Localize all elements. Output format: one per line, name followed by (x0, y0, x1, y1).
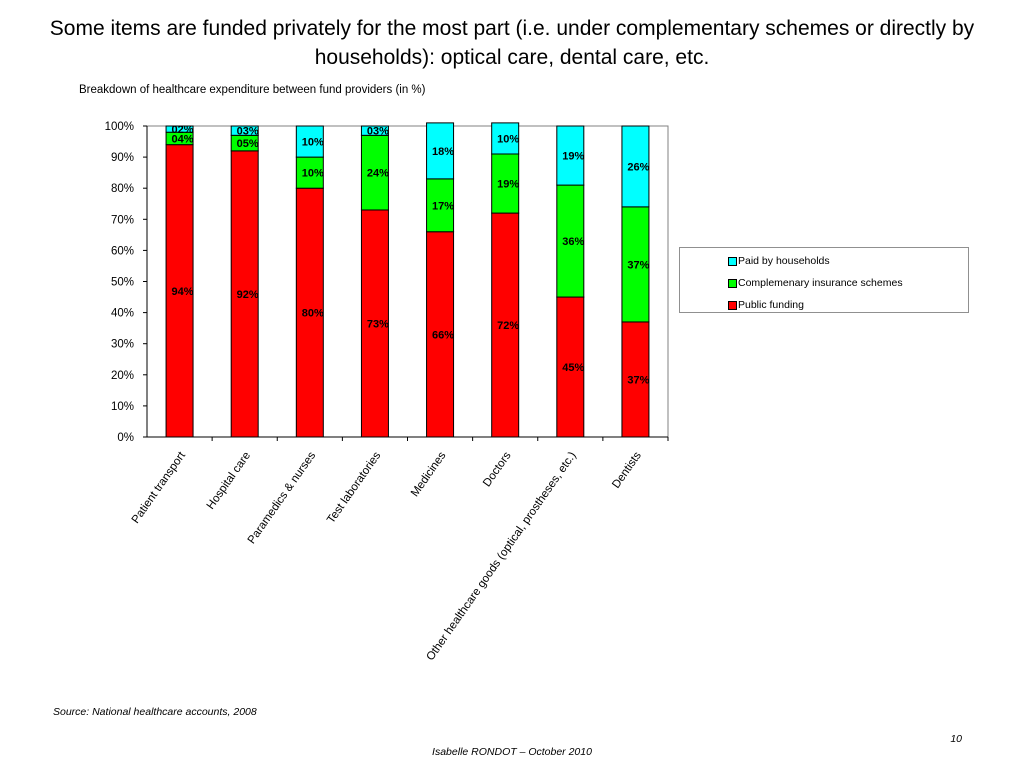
x-category-label: Patient transport (130, 449, 189, 526)
data-label: 24% (367, 168, 389, 180)
data-label: 03% (237, 126, 259, 138)
y-tick-label: 20% (111, 370, 134, 382)
chart-legend: Paid by households Complemenary insurance… (679, 247, 969, 313)
data-label: 73% (367, 318, 389, 330)
page-number: 10 (950, 733, 962, 745)
data-label: 19% (497, 179, 519, 191)
footer-author: Isabelle RONDOT – October 2010 (432, 746, 592, 758)
data-label: 17% (432, 200, 454, 212)
bar-segment (556, 296, 585, 438)
plot-area (146, 125, 669, 438)
data-label: 10% (302, 168, 324, 180)
x-category-label: Paramedics & nurses (246, 450, 319, 547)
y-tick-label: 70% (111, 214, 134, 226)
data-label: 03% (367, 126, 389, 138)
bar-segment (230, 125, 259, 136)
x-category-label: Medicines (409, 450, 449, 499)
bar-segment (491, 122, 520, 155)
data-label: 92% (237, 289, 259, 301)
y-tick-label: 100% (105, 121, 134, 133)
y-tick-label: 0% (117, 432, 134, 444)
data-label: 37% (627, 374, 649, 386)
bar-segment (491, 212, 520, 438)
bar-segment (360, 134, 389, 211)
x-category-label: Dentists (610, 450, 644, 491)
x-category-label: Test laboratories (325, 450, 383, 526)
data-label: 18% (432, 146, 454, 158)
data-label: 26% (627, 161, 649, 173)
legend-label: Public funding (738, 299, 804, 311)
legend-label: Paid by households (738, 255, 830, 267)
y-tick-label: 40% (111, 308, 134, 320)
data-label: 05% (237, 138, 259, 150)
bar-segment (295, 187, 324, 438)
y-tick-label: 60% (111, 245, 134, 257)
x-category-label: Doctors (481, 450, 514, 490)
bar-segment (556, 125, 585, 186)
y-tick-label: 10% (111, 401, 134, 413)
data-label: 72% (497, 320, 519, 332)
bar-segment (426, 231, 455, 438)
bar-segment (295, 156, 324, 189)
data-label: 94% (172, 286, 194, 298)
data-label: 45% (562, 362, 584, 374)
legend-label: Complemenary insurance schemes (738, 277, 903, 289)
data-label: 66% (432, 329, 454, 341)
bar-segment (621, 125, 650, 208)
y-tick-label: 30% (111, 339, 134, 351)
bar-segment (360, 125, 389, 136)
data-label: 80% (302, 308, 324, 320)
bar-segment (556, 184, 585, 298)
chart-title: Breakdown of healthcare expenditure betw… (79, 84, 426, 96)
legend-swatch (728, 257, 737, 266)
bar-segment (426, 178, 455, 233)
source-note: Source: National healthcare accounts, 20… (53, 706, 257, 718)
bar-segment (621, 206, 650, 323)
data-label: 04% (172, 133, 194, 145)
slide-title: Some items are funded privately for the … (49, 17, 975, 69)
bar-segment (295, 125, 324, 158)
y-tick-label: 90% (111, 152, 134, 164)
data-label: 37% (627, 259, 649, 271)
legend-swatch (728, 279, 737, 288)
x-category-label: Hospital care (205, 450, 253, 512)
bar-segment (426, 122, 455, 180)
data-label: 10% (302, 137, 324, 149)
y-tick-label: 80% (111, 183, 134, 195)
bar-segment (491, 153, 520, 214)
data-label: 19% (562, 151, 584, 163)
data-label: 02% (172, 124, 194, 136)
data-label: 36% (562, 236, 584, 248)
bar-segment (165, 125, 194, 133)
x-category-label: Other healthcare goods (optical, prosthe… (424, 450, 578, 663)
data-label: 10% (497, 133, 519, 145)
legend-swatch (728, 301, 737, 310)
y-tick-label: 50% (111, 277, 134, 289)
